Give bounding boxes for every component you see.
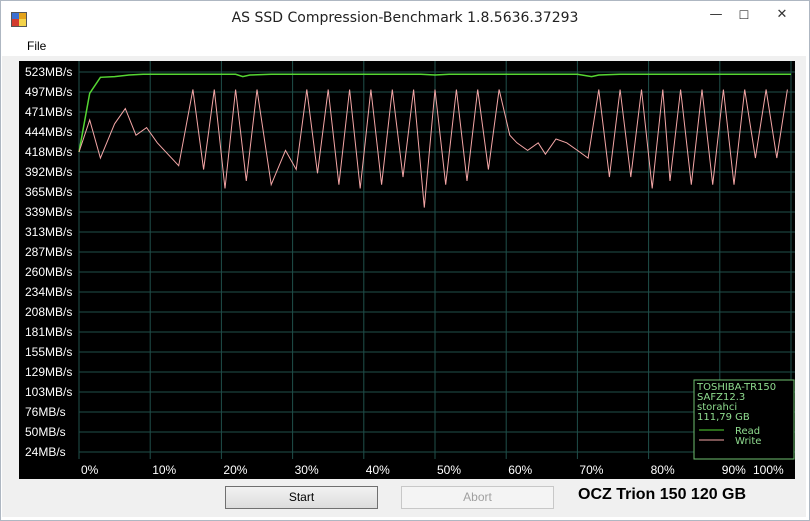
y-tick-label: 392MB/s bbox=[25, 165, 72, 179]
x-tick-label: 10% bbox=[152, 463, 176, 477]
legend-box bbox=[693, 379, 795, 460]
legend-firmware: SAFZ12.3 bbox=[697, 392, 745, 403]
x-tick-label: 60% bbox=[508, 463, 532, 477]
y-tick-label: 313MB/s bbox=[25, 225, 72, 239]
benchmark-chart: 523MB/s 497MB/s 471MB/s 444MB/s 418MB/s 392MB… bbox=[19, 61, 795, 479]
app-icon[interactable] bbox=[11, 12, 27, 28]
y-tick-label: 155MB/s bbox=[25, 345, 72, 359]
legend-read-label: Read bbox=[735, 426, 760, 437]
y-axis-ticks: 523MB/s 497MB/s 471MB/s 444MB/s 418MB/s 392MB… bbox=[25, 65, 72, 459]
drive-label: OCZ Trion 150 120 GB bbox=[578, 486, 747, 503]
maximize-button[interactable]: ☐ bbox=[738, 8, 750, 22]
series-line-read bbox=[78, 73, 791, 153]
chart-legend: TOSHIBA-TR150 SAFZ12.3 storahci 111,79 G… bbox=[693, 379, 795, 460]
y-tick-label: 523MB/s bbox=[25, 65, 72, 79]
x-tick-label: 40% bbox=[366, 463, 390, 477]
y-tick-label: 365MB/s bbox=[25, 185, 72, 199]
y-tick-label: 129MB/s bbox=[25, 365, 72, 379]
legend-write-label: Write bbox=[735, 436, 761, 447]
y-tick-label: 234MB/s bbox=[25, 285, 72, 299]
y-tick-label: 24MB/s bbox=[25, 445, 66, 459]
y-tick-label: 181MB/s bbox=[25, 325, 72, 339]
chart-series bbox=[78, 73, 791, 208]
legend-capacity: 111,79 GB bbox=[697, 412, 750, 423]
menu-bar: File bbox=[3, 35, 807, 57]
x-tick-label: 20% bbox=[223, 463, 247, 477]
x-tick-label: 30% bbox=[295, 463, 319, 477]
close-button[interactable]: ✕ bbox=[759, 1, 805, 29]
x-tick-label: 50% bbox=[437, 463, 461, 477]
abort-button[interactable]: Abort bbox=[401, 486, 554, 509]
y-tick-label: 50MB/s bbox=[25, 425, 66, 439]
y-tick-label: 260MB/s bbox=[25, 265, 72, 279]
menu-file[interactable]: File bbox=[27, 39, 47, 53]
x-axis-ticks: 0% 10% 20% 30% 40% 50% 60% 70% 80% 90% 100% bbox=[81, 463, 784, 477]
y-tick-label: 444MB/s bbox=[25, 125, 72, 139]
chart-grid bbox=[78, 61, 795, 459]
title-bar[interactable]: AS SSD Compression-Benchmark 1.8.5636.37… bbox=[1, 1, 809, 37]
y-tick-label: 418MB/s bbox=[25, 145, 72, 159]
y-tick-label: 76MB/s bbox=[25, 405, 66, 419]
x-tick-label: 80% bbox=[651, 463, 675, 477]
x-tick-label: 90% bbox=[722, 463, 746, 477]
y-tick-label: 287MB/s bbox=[25, 245, 72, 259]
y-tick-label: 497MB/s bbox=[25, 85, 72, 99]
x-tick-label: 100% bbox=[753, 463, 784, 477]
y-tick-label: 103MB/s bbox=[25, 385, 72, 399]
window-title: AS SSD Compression-Benchmark 1.8.5636.37… bbox=[231, 10, 579, 26]
plot-background bbox=[19, 61, 795, 479]
minimize-button[interactable]: — bbox=[709, 7, 723, 22]
legend-device: TOSHIBA-TR150 bbox=[696, 382, 776, 393]
x-tick-label: 0% bbox=[81, 463, 99, 477]
y-tick-label: 471MB/s bbox=[25, 105, 72, 119]
legend-driver: storahci bbox=[697, 402, 737, 413]
series-line-write bbox=[78, 89, 788, 208]
start-button[interactable]: Start bbox=[225, 486, 378, 509]
y-tick-label: 208MB/s bbox=[25, 305, 72, 319]
y-tick-label: 339MB/s bbox=[25, 205, 72, 219]
x-tick-label: 70% bbox=[579, 463, 603, 477]
